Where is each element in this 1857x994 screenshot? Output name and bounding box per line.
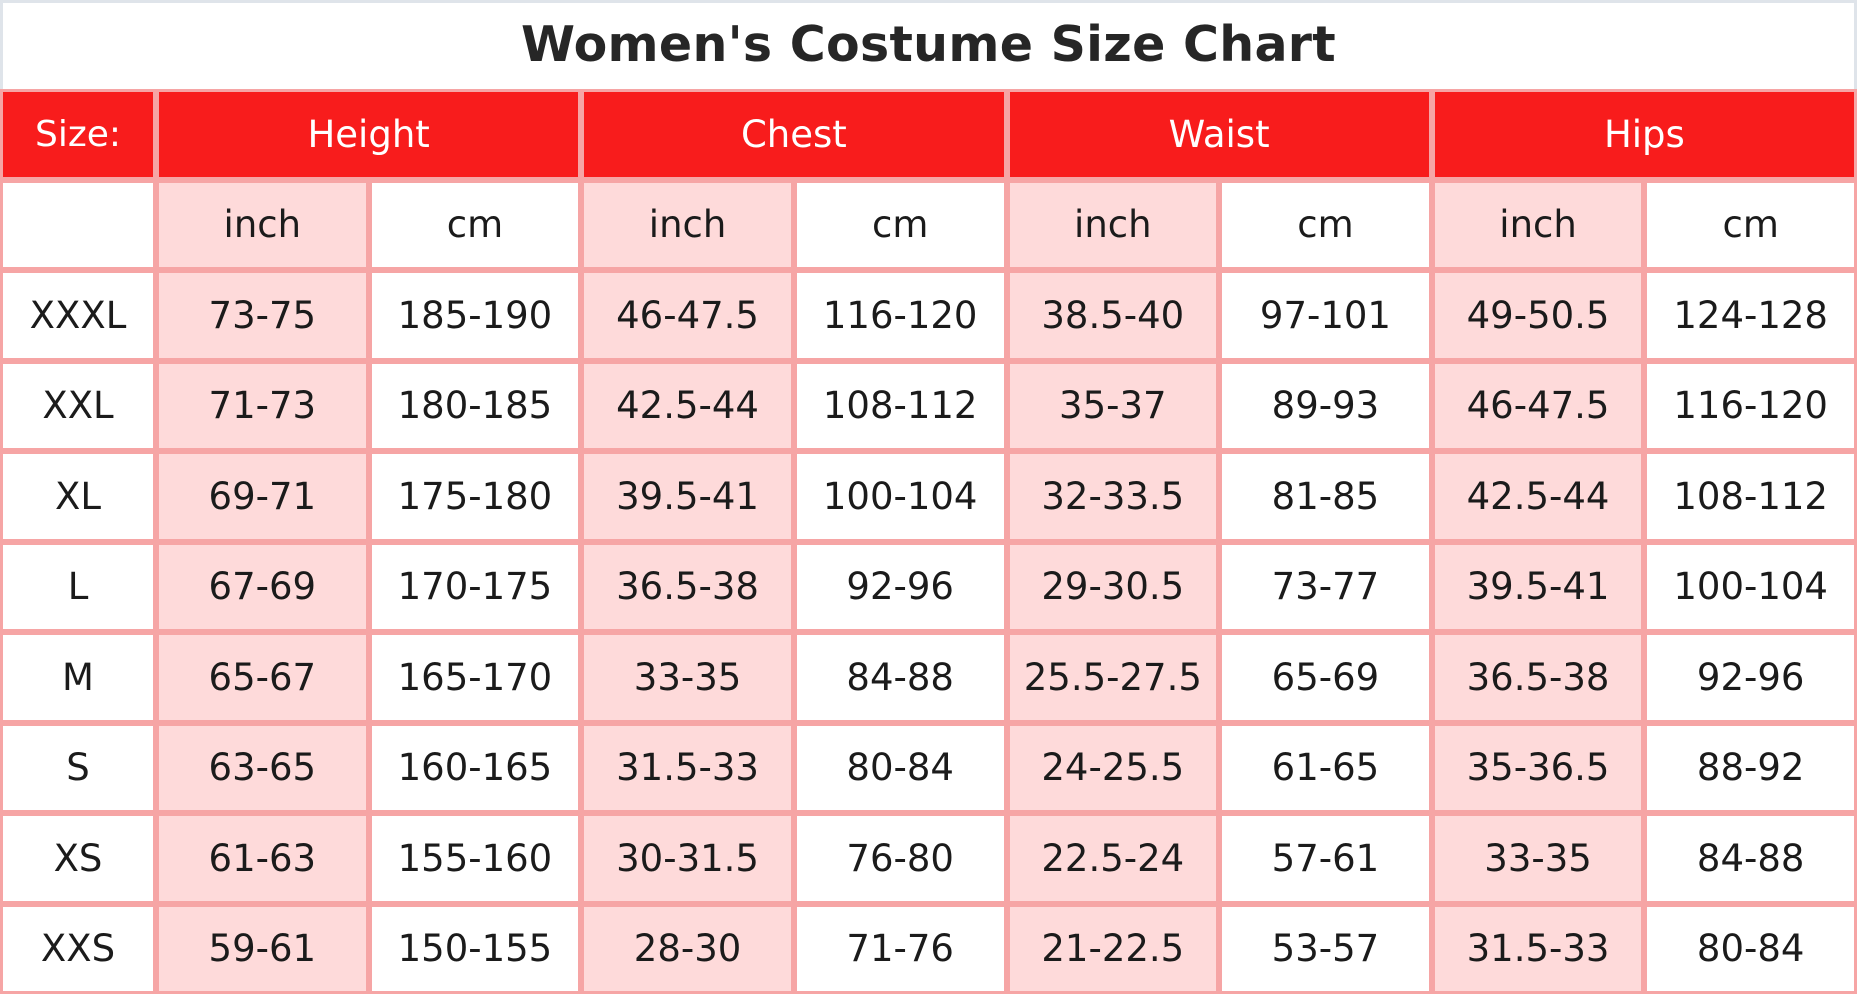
- height-cm-value: 155-160: [371, 816, 579, 901]
- chest-inch-unit: inch: [584, 182, 791, 267]
- hips-cm-unit: cm: [1647, 182, 1854, 267]
- hips-cm-value: 116-120: [1647, 363, 1854, 448]
- hips-cm-value: 108-112: [1647, 454, 1854, 539]
- height-cm-value: 175-180: [371, 454, 579, 539]
- height-cm-value: 165-170: [371, 635, 579, 720]
- hips-inch-value: 42.5-44: [1434, 454, 1642, 539]
- hips-inch-value: 36.5-38: [1434, 635, 1642, 720]
- waist-inch-unit: inch: [1009, 182, 1217, 267]
- chest-inch-value: 30-31.5: [584, 816, 791, 901]
- chest-cm-value: 92-96: [796, 544, 1004, 629]
- size-label: XXXL: [3, 273, 153, 358]
- unit-header-blank: [3, 182, 153, 267]
- chest-cm-value: 116-120: [796, 273, 1004, 358]
- height-inch-value: 63-65: [159, 725, 366, 810]
- hips-cm-value: 80-84: [1647, 906, 1854, 991]
- waist-cm-value: 81-85: [1222, 454, 1429, 539]
- hips-cm-value: 92-96: [1647, 635, 1854, 720]
- waist-cm-value: 97-101: [1222, 273, 1429, 358]
- waist-inch-value: 24-25.5: [1009, 725, 1217, 810]
- size-label: L: [3, 544, 153, 629]
- chest-group-header: Chest: [584, 92, 1004, 177]
- waist-cm-unit: cm: [1222, 182, 1429, 267]
- chest-inch-value: 46-47.5: [584, 273, 791, 358]
- chest-cm-value: 108-112: [796, 363, 1004, 448]
- chest-inch-value: 39.5-41: [584, 454, 791, 539]
- waist-inch-value: 25.5-27.5: [1009, 635, 1217, 720]
- size-label: XS: [3, 816, 153, 901]
- height-inch-unit: inch: [159, 182, 366, 267]
- height-inch-value: 59-61: [159, 906, 366, 991]
- size-label: XXS: [3, 906, 153, 991]
- waist-group-header: Waist: [1009, 92, 1429, 177]
- waist-inch-value: 32-33.5: [1009, 454, 1217, 539]
- size-chart-table: Size: Height Chest Waist Hips inch cm in…: [0, 89, 1857, 994]
- height-cm-value: 180-185: [371, 363, 579, 448]
- hips-cm-value: 84-88: [1647, 816, 1854, 901]
- height-inch-value: 65-67: [159, 635, 366, 720]
- chest-inch-value: 28-30: [584, 906, 791, 991]
- height-inch-value: 67-69: [159, 544, 366, 629]
- chest-cm-unit: cm: [796, 182, 1004, 267]
- waist-cm-value: 73-77: [1222, 544, 1429, 629]
- height-cm-value: 170-175: [371, 544, 579, 629]
- waist-cm-value: 57-61: [1222, 816, 1429, 901]
- height-group-header: Height: [159, 92, 579, 177]
- chest-inch-value: 42.5-44: [584, 363, 791, 448]
- height-cm-unit: cm: [371, 182, 579, 267]
- chest-cm-value: 100-104: [796, 454, 1004, 539]
- size-column-header: Size:: [3, 92, 153, 177]
- hips-inch-value: 33-35: [1434, 816, 1642, 901]
- hips-cm-value: 124-128: [1647, 273, 1854, 358]
- waist-cm-value: 65-69: [1222, 635, 1429, 720]
- hips-cm-value: 100-104: [1647, 544, 1854, 629]
- waist-cm-value: 53-57: [1222, 906, 1429, 991]
- waist-inch-value: 29-30.5: [1009, 544, 1217, 629]
- height-cm-value: 160-165: [371, 725, 579, 810]
- waist-inch-value: 21-22.5: [1009, 906, 1217, 991]
- hips-inch-value: 49-50.5: [1434, 273, 1642, 358]
- size-label: M: [3, 635, 153, 720]
- chest-cm-value: 80-84: [796, 725, 1004, 810]
- size-label: XXL: [3, 363, 153, 448]
- size-label: XL: [3, 454, 153, 539]
- chest-inch-value: 31.5-33: [584, 725, 791, 810]
- waist-cm-value: 61-65: [1222, 725, 1429, 810]
- height-cm-value: 150-155: [371, 906, 579, 991]
- hips-inch-value: 31.5-33: [1434, 906, 1642, 991]
- waist-inch-value: 38.5-40: [1009, 273, 1217, 358]
- waist-inch-value: 35-37: [1009, 363, 1217, 448]
- waist-cm-value: 89-93: [1222, 363, 1429, 448]
- chest-cm-value: 84-88: [796, 635, 1004, 720]
- page-title: Women's Costume Size Chart: [520, 15, 1336, 73]
- hips-inch-value: 39.5-41: [1434, 544, 1642, 629]
- height-inch-value: 71-73: [159, 363, 366, 448]
- hips-inch-unit: inch: [1434, 182, 1642, 267]
- chest-inch-value: 36.5-38: [584, 544, 791, 629]
- waist-inch-value: 22.5-24: [1009, 816, 1217, 901]
- chest-inch-value: 33-35: [584, 635, 791, 720]
- hips-inch-value: 46-47.5: [1434, 363, 1642, 448]
- height-inch-value: 69-71: [159, 454, 366, 539]
- size-label: S: [3, 725, 153, 810]
- height-inch-value: 73-75: [159, 273, 366, 358]
- hips-group-header: Hips: [1434, 92, 1854, 177]
- chest-cm-value: 76-80: [796, 816, 1004, 901]
- hips-inch-value: 35-36.5: [1434, 725, 1642, 810]
- chest-cm-value: 71-76: [796, 906, 1004, 991]
- height-inch-value: 61-63: [159, 816, 366, 901]
- height-cm-value: 185-190: [371, 273, 579, 358]
- hips-cm-value: 88-92: [1647, 725, 1854, 810]
